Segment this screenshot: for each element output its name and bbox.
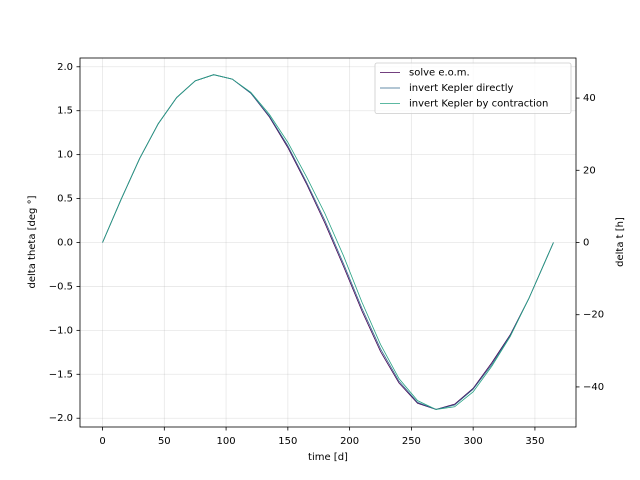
x-tick-label: 200	[340, 436, 359, 447]
y-tick-label: −1.0	[49, 325, 73, 336]
x-axis-label: time [d]	[308, 452, 348, 463]
y-axis-label: delta theta [deg °]	[27, 195, 38, 288]
y2-tick-label: −20	[583, 310, 604, 321]
y-tick-label: 2.0	[57, 62, 73, 73]
plot-frame	[79, 57, 577, 428]
legend-box	[374, 62, 572, 114]
x-tick-label: 300	[464, 436, 483, 447]
legend-label: invert Kepler by contraction	[409, 99, 548, 110]
y2-tick-label: −40	[583, 382, 604, 393]
x-tick-label: 150	[278, 436, 297, 447]
x-tick-label: 100	[217, 436, 236, 447]
x-tick-label: 250	[402, 436, 421, 447]
x-tick-label: 50	[158, 436, 171, 447]
data-line	[102, 74, 554, 410]
legend-label: invert Kepler directly	[409, 83, 514, 94]
data-line	[102, 74, 554, 410]
data-line	[102, 74, 554, 410]
legend-label: solve e.o.m.	[409, 68, 470, 79]
y-tick-label: 0.5	[57, 194, 73, 205]
y-tick-label: −0.5	[49, 281, 73, 292]
x-tick-label: 350	[525, 436, 544, 447]
y-tick-label: 1.0	[57, 150, 73, 161]
y2-tick-label: 0	[583, 238, 589, 249]
y-tick-label: 0.0	[57, 238, 73, 249]
y-tick-label: −2.0	[49, 413, 73, 424]
y-tick-label: −1.5	[49, 369, 73, 380]
y2-axis-label: delta t [h]	[615, 217, 626, 267]
x-tick-label: 0	[99, 436, 105, 447]
y2-tick-label: 20	[583, 165, 596, 176]
y2-tick-label: 40	[583, 93, 596, 104]
y-tick-label: 1.5	[57, 106, 73, 117]
